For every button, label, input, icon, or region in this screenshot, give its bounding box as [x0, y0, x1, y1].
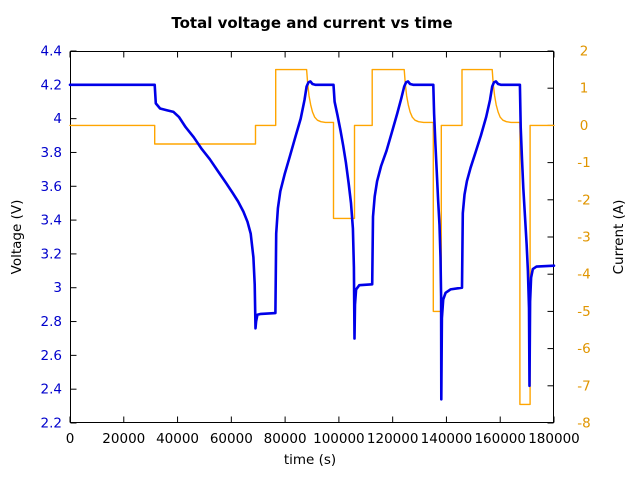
voltage-tick-label: 3.4 [41, 213, 62, 229]
x-tick-label: 60000 [210, 431, 253, 447]
voltage-axis-label: Voltage (V) [9, 199, 25, 275]
current-tick-label: -5 [577, 304, 590, 320]
current-line [69, 68, 555, 406]
x-tick-label: 100000 [313, 431, 365, 447]
current-tick-label: -7 [577, 378, 590, 394]
x-tick-label: 40000 [156, 431, 199, 447]
x-tick-label: 120000 [367, 431, 419, 447]
x-tick-label: 80000 [264, 431, 307, 447]
current-tick-label: 2 [580, 44, 589, 60]
voltage-tick-label: 2.6 [41, 348, 62, 364]
current-tick-label: 1 [580, 81, 589, 97]
current-tick-label: -8 [577, 416, 590, 432]
chart-title: Total voltage and current vs time [171, 14, 453, 32]
current-tick-label: -3 [577, 230, 590, 246]
current-axis-label: Current (A) [611, 199, 627, 275]
x-tick-label: 20000 [102, 431, 145, 447]
voltage-tick-label: 2.4 [41, 382, 62, 398]
voltage-tick-label: 4.4 [41, 44, 62, 60]
voltage-tick-label: 4 [53, 111, 62, 127]
current-tick-label: -4 [577, 267, 590, 283]
current-tick-label: -6 [577, 341, 590, 357]
plot-frame [70, 51, 554, 423]
x-tick-label: 0 [66, 431, 75, 447]
voltage-tick-label: 3.8 [41, 145, 62, 161]
voltage-tick-label: 3.2 [41, 246, 62, 262]
current-tick-label: -2 [577, 192, 590, 208]
x-tick-label: 180000 [528, 431, 580, 447]
time-axis-label: time (s) [283, 452, 337, 468]
voltage-line [68, 80, 556, 401]
current-tick-label: 0 [580, 118, 589, 134]
x-tick-label: 140000 [421, 431, 473, 447]
voltage-tick-label: 3.6 [41, 179, 62, 195]
voltage-tick-label: 4.2 [41, 77, 62, 93]
x-tick-label: 160000 [474, 431, 526, 447]
current-tick-label: -1 [577, 155, 590, 171]
voltage-tick-label: 2.2 [41, 416, 62, 432]
voltage-tick-label: 2.8 [41, 314, 62, 330]
voltage-tick-label: 3 [53, 280, 62, 296]
